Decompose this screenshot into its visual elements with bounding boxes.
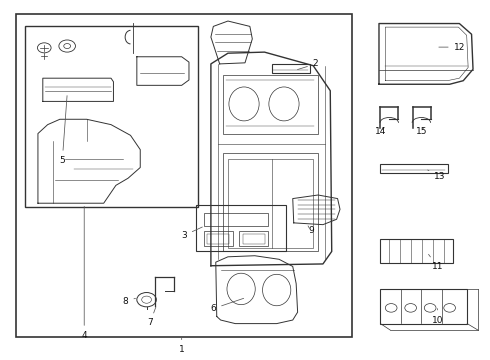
Text: 7: 7 xyxy=(147,307,156,327)
Text: 8: 8 xyxy=(123,297,136,306)
Bar xyxy=(380,239,453,263)
Text: 5: 5 xyxy=(59,96,67,165)
Text: 13: 13 xyxy=(428,170,445,181)
Text: 2: 2 xyxy=(297,59,318,69)
Text: 4: 4 xyxy=(81,206,87,340)
Bar xyxy=(228,158,313,248)
Bar xyxy=(25,26,198,207)
Bar xyxy=(16,14,352,337)
Bar xyxy=(196,205,287,251)
Text: 6: 6 xyxy=(211,298,244,313)
Bar xyxy=(203,213,269,226)
Bar xyxy=(380,164,448,173)
Bar xyxy=(223,153,318,251)
Text: 15: 15 xyxy=(416,127,427,136)
Text: 11: 11 xyxy=(429,255,443,271)
Text: 10: 10 xyxy=(432,309,443,324)
Bar xyxy=(203,231,233,246)
Text: 9: 9 xyxy=(308,226,314,235)
Bar xyxy=(223,75,318,134)
Bar xyxy=(380,289,467,324)
Text: 14: 14 xyxy=(375,127,386,136)
Text: 12: 12 xyxy=(439,42,465,51)
Text: 1: 1 xyxy=(179,337,185,354)
Bar xyxy=(207,234,229,244)
Bar xyxy=(243,234,265,244)
Bar xyxy=(272,64,310,73)
Text: 3: 3 xyxy=(181,227,202,240)
Bar xyxy=(239,231,269,246)
